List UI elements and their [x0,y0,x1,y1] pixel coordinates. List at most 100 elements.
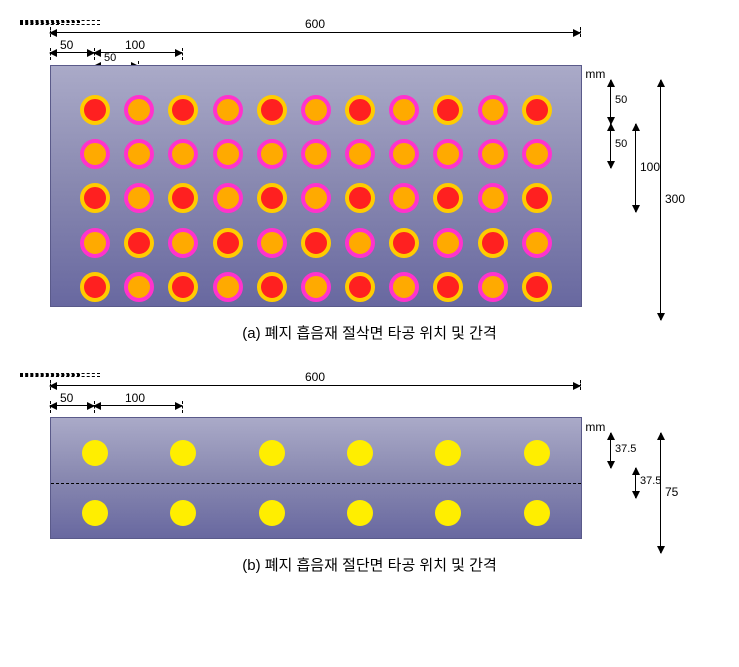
dim-50-a-line [50,52,94,53]
diagram-a-container: 600 50 100 50 단위 mm 50 50 100 300 (a) 폐지… [20,20,719,343]
hole-b [259,440,285,466]
hole-b [82,440,108,466]
hole-a [213,95,243,125]
hole-a [213,183,243,213]
dim-top-600-line [50,32,580,33]
dim-tick [580,27,581,37]
dim-right-50a-line [610,80,611,124]
hole-a [345,228,375,258]
ext-dash [20,24,100,25]
hole-b [259,500,285,526]
hole-a [522,183,552,213]
hole-a [168,272,198,302]
hole-a [478,139,508,169]
diagram-b-container: 600 50 100 단위 mm 37.5 37.5 75 (b) 폐지 흡음재… [20,373,719,575]
hole-a [478,228,508,258]
hole-a [257,95,287,125]
centerline-dash [51,483,581,484]
hole-a [301,272,331,302]
hole-a [213,139,243,169]
hole-a [345,95,375,125]
hole-a [433,228,463,258]
hole-a [345,272,375,302]
hole-a [257,272,287,302]
dim-tick [50,48,51,60]
hole-a [80,139,110,169]
hole-a [301,228,331,258]
hole-b [170,500,196,526]
hole-a [345,183,375,213]
dim-tick [580,380,581,390]
dim-right-50a-label: 50 [615,94,627,106]
hole-b [524,440,550,466]
hole-b [524,500,550,526]
dim-right-50b-label: 50 [615,138,627,150]
dim-right-375a-line [610,433,611,468]
hole-a [478,183,508,213]
hole-a [213,272,243,302]
hole-a [522,95,552,125]
dim-right-375a-label: 37.5 [615,443,636,455]
hole-a [80,272,110,302]
hole-a [389,95,419,125]
hole-a [478,95,508,125]
dim-50-line-b [50,405,94,406]
hole-a [213,228,243,258]
hole-a [80,95,110,125]
caption-b: (b) 폐지 흡음재 절단면 타공 위치 및 간격 [20,554,719,575]
dim-tick [182,48,183,60]
hole-b [347,500,373,526]
hole-a [80,228,110,258]
hole-a [168,183,198,213]
dim-top-600-label-b: 600 [305,370,325,384]
hole-a [257,183,287,213]
hole-a [522,139,552,169]
hole-a [522,272,552,302]
hole-b [435,500,461,526]
dim-50-label-b: 50 [60,391,73,405]
hole-a [124,272,154,302]
dim-top-600-line-b [50,385,580,386]
hole-a [433,95,463,125]
dim-right-300-line [660,80,661,320]
hole-b [82,500,108,526]
dim-right-75-line [660,433,661,553]
hole-a [345,139,375,169]
dim-top-600-label: 600 [305,17,325,31]
dim-right-375b-label: 37.5 [640,475,661,487]
hole-a [124,139,154,169]
dim-tick [50,27,51,37]
hole-a [168,95,198,125]
dim-tick [50,380,51,390]
hole-a [124,95,154,125]
hole-a [301,95,331,125]
dim-50-b-label: 50 [104,52,116,64]
hole-a [168,228,198,258]
hole-b [347,440,373,466]
dim-100-line-b [94,405,182,406]
hole-a [433,183,463,213]
dim-right-50b-line [610,124,611,168]
hole-a [389,183,419,213]
dim-100-label: 100 [125,38,145,52]
hole-a [433,139,463,169]
hole-a [433,272,463,302]
dim-right-75-label: 75 [665,485,678,499]
hole-a [522,228,552,258]
caption-a: (a) 폐지 흡음재 절삭면 타공 위치 및 간격 [20,322,719,343]
panel-a [50,65,582,307]
hole-a [389,228,419,258]
hole-a [301,183,331,213]
dim-right-100-label: 100 [640,160,660,174]
hole-a [124,228,154,258]
hole-a [301,139,331,169]
hole-a [124,183,154,213]
hole-a [389,139,419,169]
dim-tick [50,401,51,413]
hole-a [168,139,198,169]
dim-right-300-label: 300 [665,192,685,206]
hole-a [257,139,287,169]
hole-a [389,272,419,302]
hole-a [257,228,287,258]
ext-dash [20,376,100,377]
